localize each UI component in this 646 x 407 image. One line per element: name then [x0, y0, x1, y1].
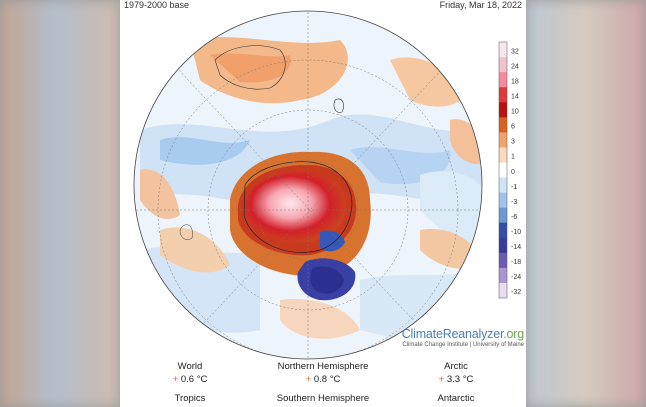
colorbar-swatch	[499, 147, 507, 163]
colorbar-swatch	[499, 267, 507, 284]
stat-southern-hemisphere: Southern Hemisphere	[276, 393, 370, 404]
stat-tropics: Tropics	[174, 393, 206, 404]
colorbar-tick-label: -14	[511, 244, 521, 251]
colorbar-swatch	[499, 177, 507, 193]
colorbar-tick-label: -24	[511, 274, 521, 281]
climate-map-panel: 1979-2000 base Friday, Mar 18, 2022	[120, 0, 526, 407]
stats-grid: World + 0.6 °C Northern Hemisphere + 0.8…	[120, 361, 526, 407]
colorbar-swatch	[499, 87, 507, 103]
stat-arctic: Arctic + 3.3 °C	[438, 361, 474, 385]
colorbar-swatch	[499, 42, 507, 58]
brand-subtitle: Climate Change Institute | University of…	[402, 342, 524, 348]
colorbar-tick-label: 32	[511, 48, 519, 55]
colorbar-tick-label: -3	[511, 199, 517, 206]
date-label: Friday, Mar 18, 2022	[439, 0, 522, 10]
stat-antarctic: Antarctic	[437, 393, 475, 404]
blurred-background-left	[0, 0, 120, 407]
brand-logo-text: ClimateReanalyzer.org	[401, 327, 524, 341]
colorbar-swatch	[499, 192, 507, 208]
colorbar-swatch	[499, 207, 507, 224]
colorbar-tick-label: -6	[511, 214, 517, 221]
colorbar-swatch	[499, 222, 507, 239]
brand-block: ClimateReanalyzer.org Climate Change Ins…	[396, 327, 524, 348]
colorbar-tick-label: -1	[511, 184, 517, 191]
stat-world: World + 0.6 °C	[172, 361, 208, 385]
colorbar-tick-label: 6	[511, 124, 515, 131]
colorbar-tick-label: 14	[511, 93, 519, 100]
colorbar-swatch	[499, 162, 507, 178]
colorbar-swatch	[499, 72, 507, 88]
colorbar-swatch	[499, 117, 507, 133]
colorbar-tick-label: 10	[511, 109, 519, 116]
colorbar-swatch	[499, 102, 507, 118]
colorbar-tick-label: 3	[511, 139, 515, 146]
baseline-label: 1979-2000 base	[124, 0, 190, 10]
colorbar-swatch	[499, 252, 507, 269]
colorbar-tick-label: 0	[511, 169, 515, 176]
colorbar-swatch	[499, 282, 507, 299]
colorbar-tick-label: -32	[511, 289, 521, 296]
colorbar-tick-label: -18	[511, 259, 521, 266]
colorbar-tick-label: -10	[511, 229, 521, 236]
colorbar-swatch	[499, 57, 507, 73]
stat-northern-hemisphere: Northern Hemisphere + 0.8 °C	[277, 361, 369, 385]
colorbar-swatch	[499, 132, 507, 148]
colorbar-tick-label: 18	[511, 78, 519, 85]
blurred-background-right	[526, 0, 646, 407]
colorbar-tick-label: 1	[511, 154, 515, 161]
colorbar-swatch	[499, 237, 507, 254]
colorbar-tick-label: 24	[511, 63, 519, 70]
